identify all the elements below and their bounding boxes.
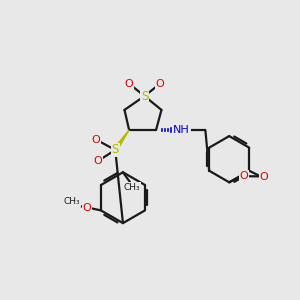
Text: NH: NH xyxy=(173,125,190,135)
Text: O: O xyxy=(92,135,100,145)
Text: CH₃: CH₃ xyxy=(63,197,80,206)
Text: O: O xyxy=(239,171,248,181)
Polygon shape xyxy=(114,130,129,151)
Text: O: O xyxy=(155,79,164,89)
Text: O: O xyxy=(93,156,102,166)
Text: O: O xyxy=(125,79,134,89)
Text: S: S xyxy=(112,143,119,157)
Text: CH₃: CH₃ xyxy=(124,183,140,192)
Text: O: O xyxy=(83,203,92,213)
Text: S: S xyxy=(141,90,148,103)
Text: O: O xyxy=(260,172,268,182)
